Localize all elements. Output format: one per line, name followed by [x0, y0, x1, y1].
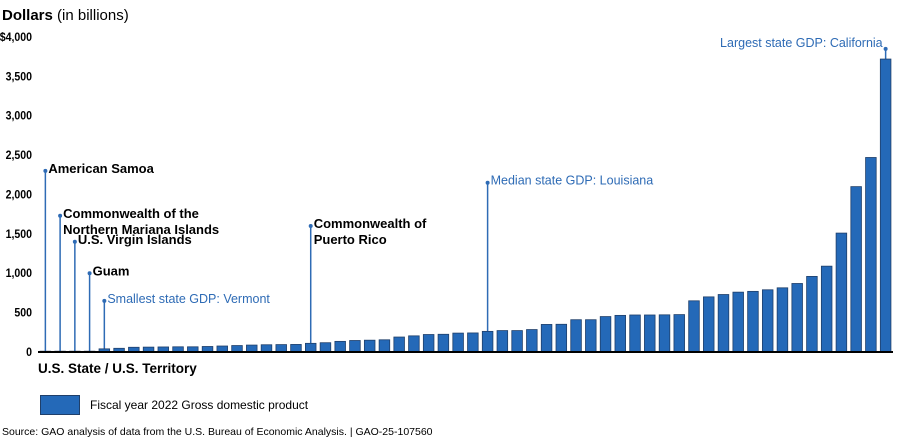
- annotation-dot: [485, 180, 490, 185]
- bar: [363, 339, 376, 353]
- annotation-label: Guam: [93, 263, 130, 278]
- annotation-label: Commonwealth of the Northern Mariana Isla…: [63, 206, 219, 237]
- x-axis-label: U.S. State / U.S. Territory: [38, 361, 197, 376]
- annotation-dot: [87, 271, 92, 276]
- legend: Fiscal year 2022 Gross domestic product: [40, 395, 308, 415]
- annotation-dot: [58, 213, 63, 218]
- annotation-label-line: U.S. Virgin Islands: [78, 232, 192, 247]
- annotation-label: Median state GDP: Louisiana: [491, 174, 654, 188]
- bar: [644, 314, 656, 353]
- annotation-label-line: Median state GDP: Louisiana: [491, 174, 654, 188]
- bar: [246, 344, 258, 353]
- annotation-label-line: Commonwealth of: [314, 216, 427, 231]
- bar: [703, 296, 715, 353]
- y-tick-label: $4,000: [0, 31, 32, 44]
- bar: [526, 329, 538, 353]
- bar: [747, 290, 759, 353]
- bar: [865, 157, 877, 353]
- chart-title-rest: (in billions): [52, 7, 129, 24]
- bar: [761, 289, 774, 353]
- y-tick-label: 2,000: [6, 189, 32, 202]
- bar: [422, 334, 435, 353]
- y-tick-label: 500: [14, 307, 32, 320]
- bar: [393, 336, 405, 353]
- bar: [275, 344, 287, 353]
- bar: [378, 339, 391, 353]
- bar: [290, 344, 302, 353]
- bar: [319, 342, 332, 353]
- annotation-label-line: Largest state GDP: California: [720, 36, 883, 50]
- bar: [629, 314, 641, 353]
- annotation-label: Largest state GDP: California: [720, 36, 883, 50]
- y-tick-label: 2,500: [6, 150, 32, 163]
- annotation-dot: [43, 168, 48, 173]
- bar: [481, 330, 494, 353]
- annotation-label: American Samoa: [48, 161, 154, 176]
- annotation-dot: [102, 298, 107, 303]
- annotation-label: Smallest state GDP: Vermont: [107, 292, 270, 306]
- bar: [776, 287, 789, 353]
- bar: [437, 333, 450, 353]
- y-tick-label: 3,500: [6, 71, 32, 84]
- bar: [452, 332, 464, 353]
- y-tick-label: 1,500: [6, 228, 32, 241]
- source-note: Source: GAO analysis of data from the U.…: [2, 426, 433, 438]
- annotation-dot: [72, 239, 77, 244]
- bar: [467, 332, 479, 353]
- legend-swatch: [40, 395, 80, 415]
- y-tick-label: 0: [26, 346, 32, 359]
- bar: [599, 316, 612, 353]
- bar: [806, 275, 818, 353]
- bar: [658, 314, 671, 353]
- bar: [614, 314, 626, 353]
- bar: [511, 330, 523, 353]
- bar: [570, 319, 582, 353]
- annotation-label-line: Puerto Rico: [314, 232, 387, 247]
- annotation-label-line: American Samoa: [48, 161, 154, 176]
- bar: [555, 323, 568, 353]
- legend-label: Fiscal year 2022 Gross domestic product: [90, 398, 309, 412]
- annotation-dot: [883, 46, 888, 51]
- bar: [349, 340, 361, 353]
- bar: [732, 291, 744, 353]
- bar: [673, 314, 685, 353]
- bar: [540, 324, 553, 353]
- annotation-label-line: Northern Mariana Islands: [63, 222, 219, 237]
- bar: [260, 344, 273, 353]
- chart-title: Dollars (in billions): [2, 7, 129, 24]
- annotation-label-line: Commonwealth of the: [63, 206, 199, 221]
- bar: [334, 340, 346, 353]
- y-tick-label: 1,000: [6, 268, 32, 281]
- bar: [850, 186, 862, 353]
- annotation-label: U.S. Virgin Islands: [78, 232, 192, 247]
- bar: [820, 265, 833, 353]
- y-tick-label: 3,000: [6, 110, 32, 123]
- annotation-label: Commonwealth of Puerto Rico: [314, 216, 427, 247]
- chart-title-bold: Dollars: [2, 7, 53, 24]
- bar: [879, 58, 892, 353]
- bar: [717, 294, 730, 353]
- annotation-dot: [308, 224, 313, 228]
- bar: [496, 330, 509, 353]
- annotation-label-line: Smallest state GDP: Vermont: [107, 292, 270, 306]
- bar: [835, 232, 848, 353]
- bar: [408, 335, 420, 353]
- bar: [688, 300, 700, 353]
- annotation-label-line: Guam: [93, 263, 130, 278]
- bar: [585, 319, 597, 353]
- bar: [305, 342, 317, 353]
- bar: [791, 283, 803, 353]
